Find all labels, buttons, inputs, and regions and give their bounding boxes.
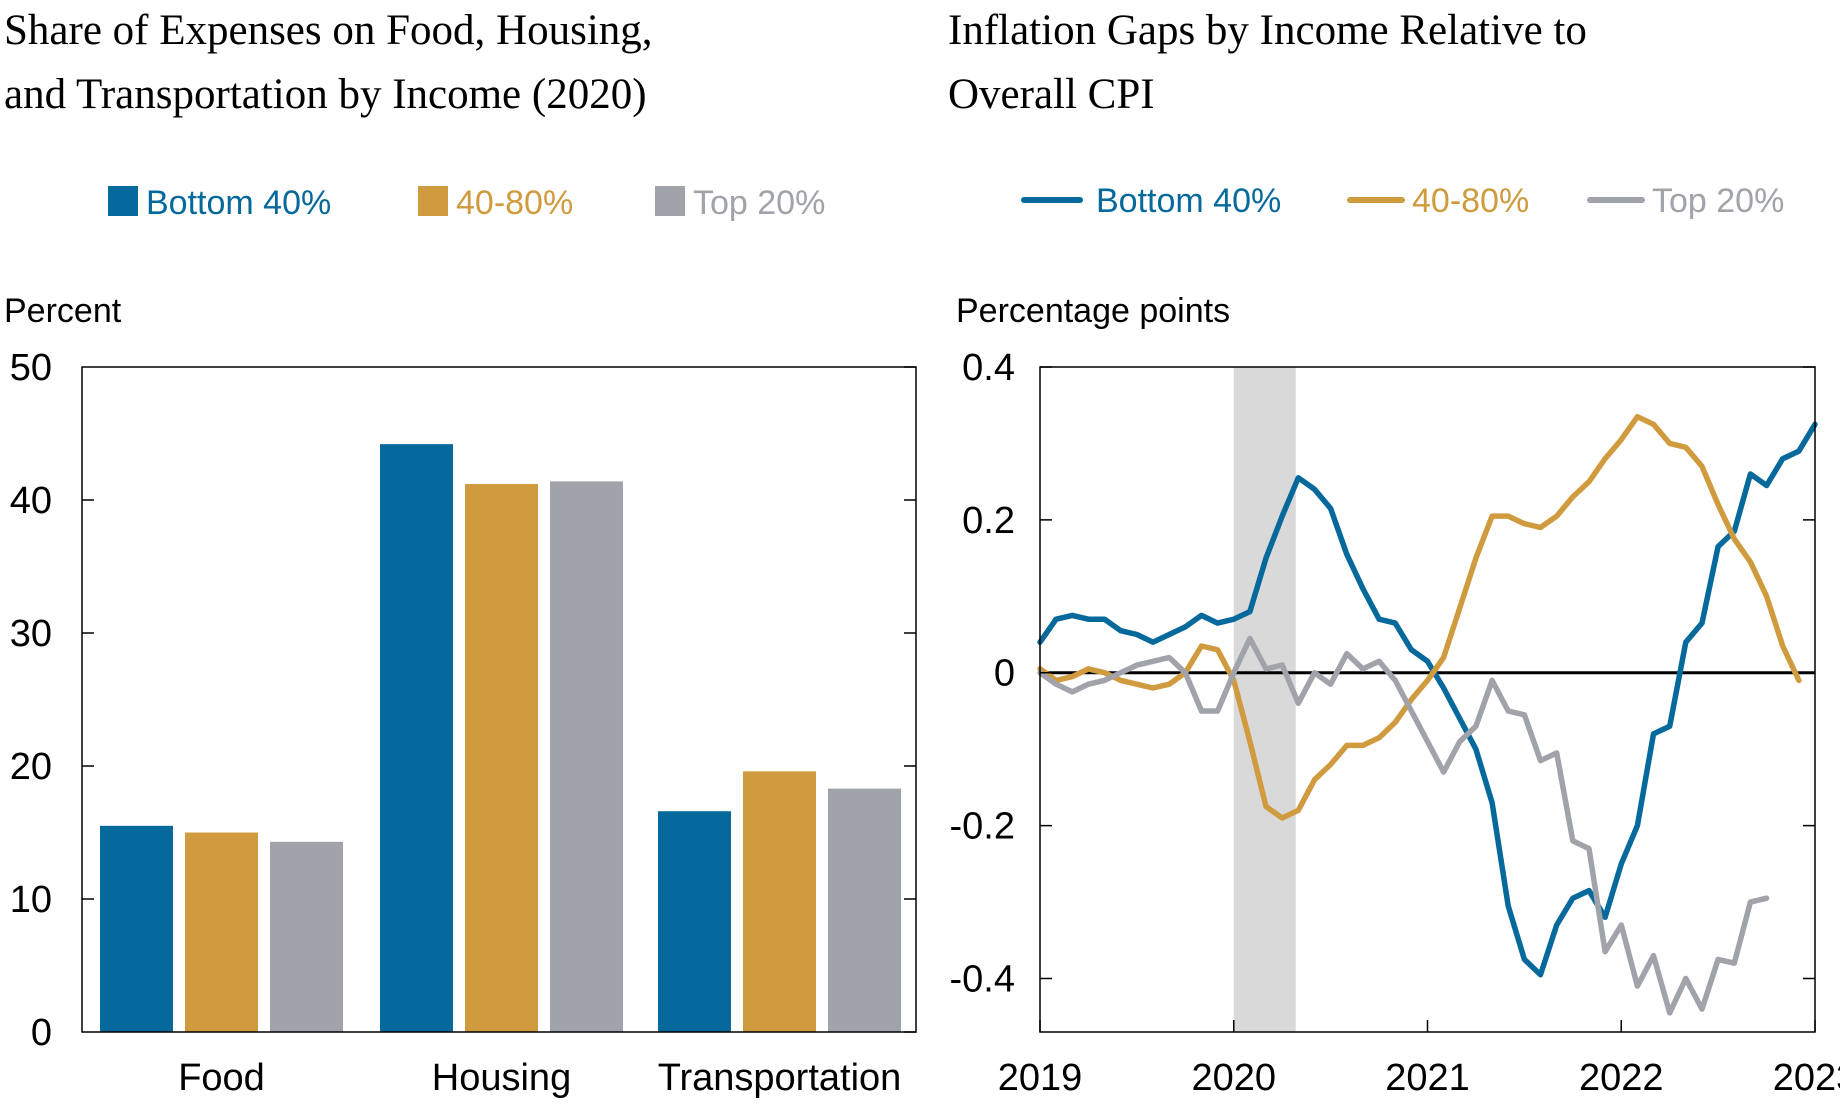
legend-label-top-20: Top 20% bbox=[693, 184, 825, 222]
y-tick-label: 40 bbox=[10, 480, 52, 522]
y-tick-label: 10 bbox=[10, 879, 52, 921]
x-tick-label: 2020 bbox=[1191, 1057, 1276, 1099]
line-chart-legend: Bottom 40% 40-80% Top 20% bbox=[1021, 182, 1784, 220]
legend-label-bottom-40: Bottom 40% bbox=[146, 184, 331, 222]
bar-chart-panel: Share of Expenses on Food, Housing, and … bbox=[4, 7, 917, 1099]
bar-housing-40-80 bbox=[465, 484, 538, 1032]
series-line-top-20 bbox=[1037, 635, 1770, 1016]
y-tick-label: -0.2 bbox=[950, 806, 1015, 848]
x-tick-label: 2022 bbox=[1579, 1057, 1664, 1099]
bar-chart-title-line-1: Share of Expenses on Food, Housing, bbox=[4, 7, 653, 54]
x-tick-label-food: Food bbox=[178, 1057, 265, 1099]
line-chart-title-line-2: Overall CPI bbox=[948, 71, 1155, 118]
bar-housing-top-20 bbox=[550, 481, 623, 1032]
legend-swatch-40-80 bbox=[418, 186, 448, 216]
bar-food-bottom-40 bbox=[100, 825, 173, 1032]
x-tick-label: 2021 bbox=[1385, 1057, 1470, 1099]
y-tick-label: 50 bbox=[10, 347, 52, 389]
bar-chart-y-axis-label: Percent bbox=[4, 292, 122, 330]
bar-chart-title-line-2: and Transportation by Income (2020) bbox=[4, 71, 647, 118]
legend-label-top-20: Top 20% bbox=[1652, 182, 1784, 220]
x-tick-label-housing: Housing bbox=[432, 1057, 571, 1099]
bar-transportation-bottom-40 bbox=[658, 811, 731, 1032]
line-chart-title-line-1: Inflation Gaps by Income Relative to bbox=[948, 7, 1587, 54]
y-tick-label: 0.4 bbox=[962, 347, 1015, 389]
x-tick-label: 2019 bbox=[998, 1057, 1083, 1099]
line-chart-panel: Inflation Gaps by Income Relative to Ove… bbox=[948, 7, 1840, 1099]
legend-label-bottom-40: Bottom 40% bbox=[1096, 182, 1281, 220]
recession-shading bbox=[1233, 367, 1296, 1032]
y-tick-label: -0.4 bbox=[950, 958, 1015, 1000]
y-tick-label: 20 bbox=[10, 746, 52, 788]
bar-housing-bottom-40 bbox=[380, 444, 453, 1032]
bar-transportation-top-20 bbox=[828, 788, 901, 1032]
bar-plot-frame bbox=[81, 366, 917, 1033]
line-chart-y-axis-label: Percentage points bbox=[956, 292, 1230, 330]
x-tick-label-transportation: Transportation bbox=[658, 1057, 902, 1099]
bar-food-40-80 bbox=[185, 832, 258, 1032]
y-tick-label: 0.2 bbox=[962, 500, 1015, 542]
y-tick-label: 0 bbox=[994, 653, 1015, 695]
bar-food-top-20 bbox=[270, 841, 343, 1032]
bar-plot-area: Food Housing Transportation 0 10 20 30 40 50 bbox=[10, 347, 917, 1099]
bar-chart-legend: Bottom 40% 40-80% Top 20% bbox=[108, 184, 825, 222]
legend-label-40-80: 40-80% bbox=[1412, 182, 1529, 220]
legend-label-40-80: 40-80% bbox=[456, 184, 573, 222]
series-line-40-80 bbox=[1037, 413, 1802, 821]
series-line-bottom-40 bbox=[1037, 421, 1818, 978]
line-plot-area: -0.4 -0.2 0 0.2 0.4 2019 2020 2021 2022 2023 bbox=[950, 347, 1840, 1099]
legend-swatch-bottom-40 bbox=[108, 186, 138, 216]
x-tick-label: 2023 bbox=[1773, 1057, 1840, 1099]
bar-transportation-40-80 bbox=[743, 771, 816, 1032]
legend-swatch-top-20 bbox=[655, 186, 685, 216]
y-tick-label: 0 bbox=[31, 1012, 52, 1054]
y-tick-label: 30 bbox=[10, 613, 52, 655]
